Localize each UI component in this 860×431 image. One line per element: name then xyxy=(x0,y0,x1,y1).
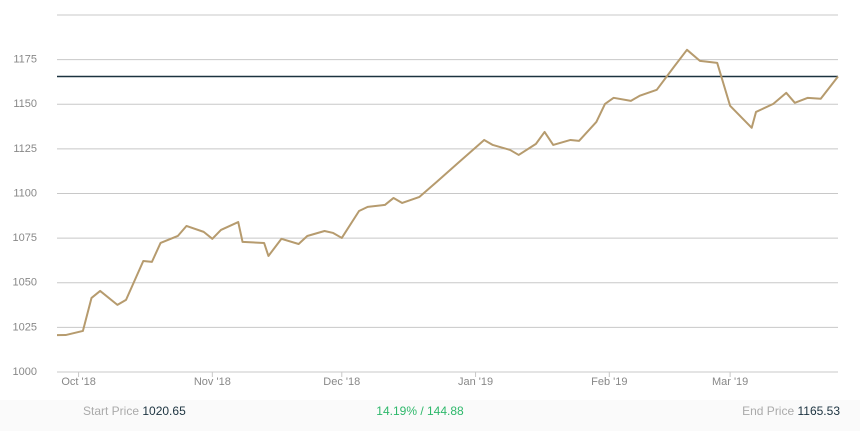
x-tick-label: Jan '19 xyxy=(458,376,493,388)
y-tick-label: 1000 xyxy=(13,366,37,378)
label: Start Price xyxy=(83,404,140,418)
y-tick-label: 1025 xyxy=(13,321,37,333)
end-price: End Price 1165.53 xyxy=(742,404,840,418)
x-tick-label: Nov '18 xyxy=(194,376,231,388)
x-tick-label: Oct '18 xyxy=(61,376,96,388)
y-tick-label: 1125 xyxy=(13,143,37,155)
y-tick-label: 1050 xyxy=(13,277,37,289)
value: 1165.53 xyxy=(797,404,841,418)
y-tick-label: 1175 xyxy=(13,54,37,66)
price-line xyxy=(56,48,839,337)
value: 1020.65 xyxy=(142,404,186,418)
x-tick-label: Dec '18 xyxy=(323,376,360,388)
chart: 1000 1025 1050 1075 1100 1125 1150 1175 Oct '18 N… xyxy=(13,14,839,388)
y-tick-label: 1100 xyxy=(13,187,37,199)
y-tick-label: 1150 xyxy=(13,98,37,110)
start-price: Start Price 1020.65 xyxy=(83,404,186,418)
x-tick-label: Mar '19 xyxy=(712,376,748,388)
x-tick-label: Feb '19 xyxy=(591,376,627,388)
label: End Price xyxy=(742,404,795,418)
footer: Start Price 1020.65 14.19% / 144.88 End … xyxy=(0,400,860,431)
y-tick-label: 1075 xyxy=(13,232,37,244)
price-change: 14.19% / 144.88 xyxy=(376,404,464,418)
